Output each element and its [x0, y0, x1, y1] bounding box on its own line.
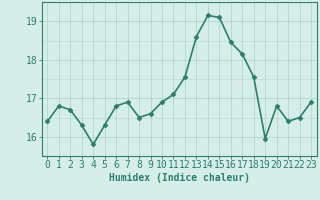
- X-axis label: Humidex (Indice chaleur): Humidex (Indice chaleur): [109, 173, 250, 183]
